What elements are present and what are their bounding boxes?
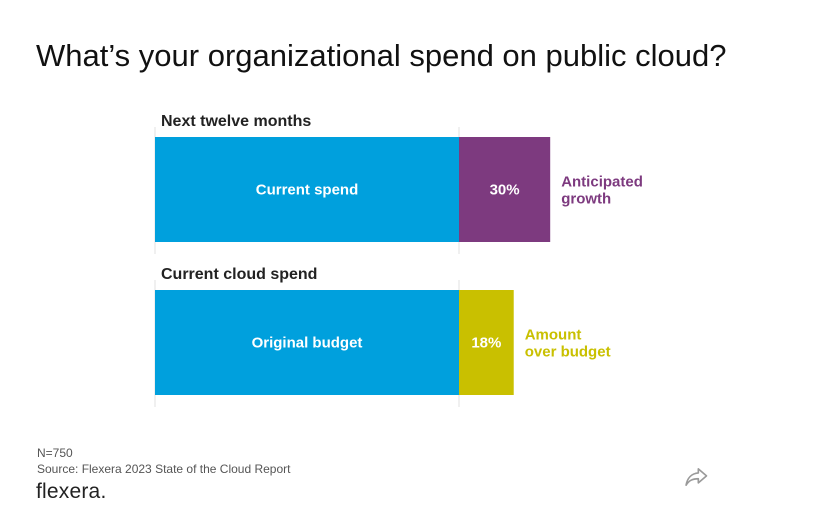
segment-annotation: growth [561,191,611,208]
segment-label: Current spend [256,182,359,199]
bar-segment [155,137,459,242]
bar-segment [459,137,551,242]
source-note: Source: Flexera 2023 State of the Cloud … [37,462,291,476]
flexera-logo: flexera. [36,480,107,503]
segment-label: Original budget [252,335,363,352]
share-icon[interactable] [682,463,710,491]
group-label: Next twelve months [161,113,311,130]
segment-annotation: Anticipated [561,174,643,191]
segment-annotation: Amount [525,327,582,344]
group-label: Current cloud spend [161,266,317,283]
bar-segment [459,290,514,395]
segment-annotation: over budget [525,344,611,361]
segment-label: 18% [471,335,501,352]
segment-label: 30% [490,182,520,199]
sample-size: N=750 [37,446,73,460]
bar-segment [155,290,459,395]
chart-title: What’s your organizational spend on publ… [36,38,727,73]
